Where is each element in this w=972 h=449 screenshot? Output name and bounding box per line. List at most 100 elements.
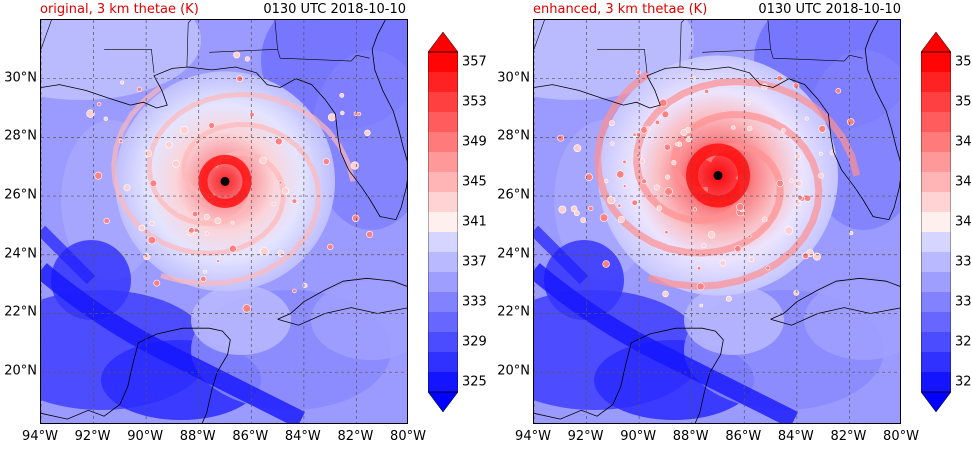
- convective-cell: [761, 216, 768, 223]
- colorbar-segment: [428, 152, 458, 172]
- colorbar-tick-label: 325: [955, 374, 972, 390]
- convective-cell: [153, 279, 161, 287]
- panel-time-label: 0130 UTC 2018-10-10: [758, 2, 901, 17]
- colorbar-segment: [921, 172, 951, 192]
- convective-cell: [641, 178, 647, 185]
- x-tick-label: 88°W: [672, 429, 709, 444]
- x-tick-label: 94°W: [515, 429, 551, 444]
- convective-cell: [685, 136, 692, 143]
- convective-cell: [281, 187, 290, 195]
- convective-cell: [697, 266, 702, 271]
- low-thetae-band: [534, 263, 799, 423]
- convective-cell: [203, 269, 208, 274]
- convective-cell: [192, 210, 199, 218]
- colorbar-original: [427, 31, 462, 413]
- convective-cell: [352, 214, 360, 222]
- y-tick-label: 28°N: [4, 128, 37, 144]
- spiral-rainband: [647, 111, 823, 290]
- eyewall: [686, 143, 750, 208]
- convective-cell: [797, 195, 803, 201]
- colorbar-tick-label: 349: [462, 134, 487, 150]
- x-tick-label: 86°W: [725, 429, 762, 444]
- convective-cell: [233, 51, 241, 59]
- convective-cell: [747, 125, 753, 132]
- convective-cell: [784, 226, 794, 235]
- x-tick-label: 80°W: [883, 429, 919, 444]
- convective-cell: [635, 69, 641, 75]
- convective-cell: [120, 80, 125, 85]
- colorbar-extend-max: [920, 31, 952, 53]
- convective-cell: [776, 179, 784, 187]
- convective-cell: [585, 173, 593, 181]
- convective-cell: [793, 289, 800, 296]
- y-tick-label: 30°N: [497, 70, 530, 86]
- convective-cell: [653, 184, 660, 191]
- convective-cell: [659, 98, 668, 107]
- convective-cell: [136, 86, 142, 92]
- convective-cell: [795, 180, 803, 187]
- colorbar-segment: [428, 252, 458, 272]
- thetae-region: [41, 20, 201, 100]
- colorbar-segment: [921, 352, 951, 372]
- convective-cell: [242, 304, 252, 313]
- x-tick-label: 84°W: [284, 429, 321, 444]
- colorbar-tick-label: 337: [955, 254, 972, 270]
- convective-cell: [366, 230, 374, 238]
- y-tick-label: 20°N: [4, 363, 37, 379]
- convective-cell: [214, 217, 222, 225]
- x-tick-label: 88°W: [179, 429, 216, 444]
- convective-cell: [188, 227, 195, 234]
- convective-cell: [693, 207, 698, 212]
- cuba-coastline: [277, 277, 407, 326]
- thetae-map-enhanced: [534, 20, 900, 423]
- convective-cell: [696, 282, 705, 291]
- colorbar-tick-label: 325: [462, 374, 487, 390]
- convective-cell: [656, 205, 663, 211]
- convective-cell: [249, 111, 255, 118]
- colorbar-segment: [428, 232, 458, 252]
- colorbar-enhanced: [920, 31, 955, 413]
- colorbar-segment: [428, 292, 458, 312]
- convective-cell: [675, 142, 680, 147]
- colorbar-segment: [921, 272, 951, 292]
- convective-cell: [339, 93, 345, 98]
- colorbar-extend-min: [920, 391, 952, 413]
- convective-cell: [622, 184, 627, 188]
- y-tick-label: 28°N: [497, 128, 530, 144]
- convective-cell: [664, 187, 673, 196]
- convective-cell: [604, 179, 609, 184]
- colorbar-segment: [921, 292, 951, 312]
- convective-cell: [746, 100, 751, 105]
- convective-cell: [747, 234, 752, 239]
- convective-cell: [86, 109, 95, 118]
- convective-cell: [812, 252, 821, 261]
- convective-cell: [138, 224, 146, 232]
- convective-cell: [94, 171, 103, 180]
- colorbar-segment: [428, 52, 458, 72]
- x-tick-label: 92°W: [567, 429, 604, 444]
- convective-cell: [616, 170, 625, 179]
- spiral-rainband: [111, 85, 286, 256]
- convective-cell: [302, 282, 308, 288]
- convective-cell: [216, 259, 220, 263]
- y-tick-label: 20°N: [497, 363, 530, 379]
- convective-cell: [665, 174, 671, 180]
- x-tick-label: 90°W: [620, 429, 657, 444]
- colorbar-extend-max: [427, 31, 459, 53]
- convective-cell: [780, 127, 786, 133]
- convective-cell: [765, 265, 771, 271]
- convective-cell: [789, 178, 794, 183]
- colorbar-segment: [428, 352, 458, 372]
- convective-cell: [792, 82, 800, 89]
- gulf-coastline: [534, 20, 900, 221]
- convective-cell: [607, 196, 616, 205]
- convective-cell: [661, 110, 670, 119]
- convective-cell: [804, 116, 809, 121]
- convective-cell: [776, 75, 783, 82]
- convective-cell: [664, 230, 669, 235]
- convective-cell: [748, 256, 754, 263]
- convective-cell: [144, 149, 153, 158]
- colorbar-tick-label: 353: [955, 94, 972, 110]
- convective-cell: [228, 244, 237, 253]
- border-line: [597, 49, 648, 73]
